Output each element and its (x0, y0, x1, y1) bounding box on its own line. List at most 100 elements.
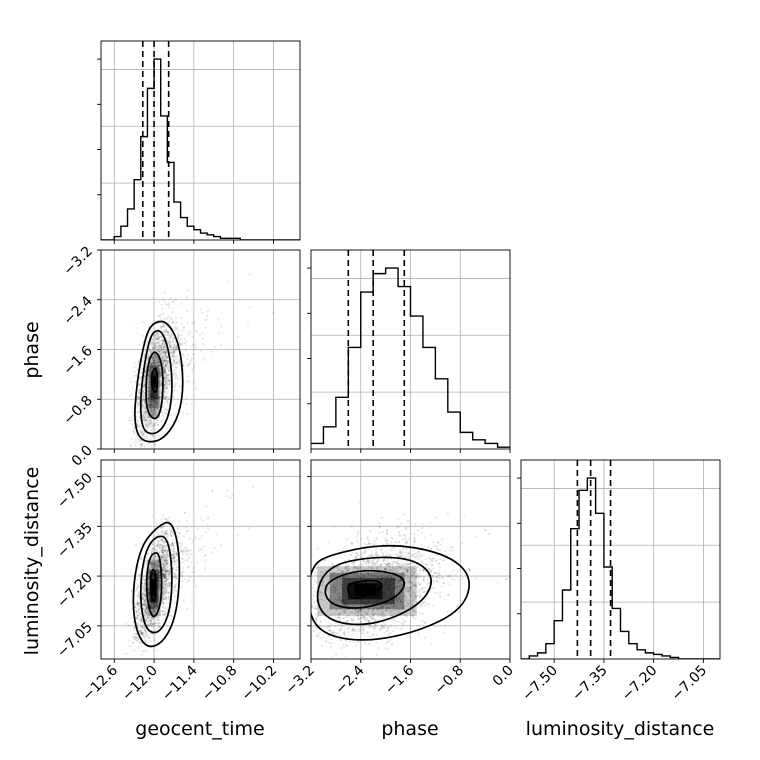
sample-point (206, 314, 209, 317)
sample-point (140, 439, 143, 442)
sample-point (166, 584, 169, 587)
sample-point (163, 584, 166, 587)
sample-point (170, 534, 173, 537)
sample-point (201, 311, 204, 314)
sample-point (153, 402, 156, 405)
sample-point (152, 401, 155, 404)
sample-point (138, 416, 141, 419)
sample-point (144, 604, 147, 607)
sample-point (172, 373, 175, 376)
sample-point (305, 609, 307, 611)
sample-point (145, 606, 148, 609)
sample-point (135, 621, 139, 624)
sample-point (157, 574, 161, 577)
sample-point (145, 435, 148, 438)
sample-point (157, 576, 160, 579)
sample-point (200, 349, 203, 352)
sample-point (163, 566, 166, 569)
sample-point (396, 586, 399, 589)
sample-point (148, 614, 151, 617)
sample-point (160, 526, 163, 529)
sample-point (172, 362, 175, 365)
sample-point (152, 548, 155, 551)
sample-point (174, 414, 177, 417)
sample-point (347, 569, 350, 572)
sample-point (158, 346, 161, 349)
sample-point (137, 610, 140, 614)
sample-point (164, 580, 167, 583)
sample-point (153, 360, 156, 363)
sample-point (151, 357, 155, 361)
sample-point (164, 365, 168, 368)
sample-point (173, 356, 176, 359)
sample-point (354, 556, 358, 559)
sample-point (158, 566, 161, 569)
sample-point (149, 409, 152, 412)
sample-point (165, 557, 168, 560)
sample-point (151, 410, 154, 413)
sample-point (163, 618, 166, 621)
sample-point (163, 371, 166, 374)
sample-point (168, 583, 171, 586)
sample-point (140, 617, 143, 621)
sample-point (125, 453, 127, 455)
sample-point (360, 552, 364, 555)
sample-point (148, 347, 151, 350)
sample-point (389, 612, 392, 615)
sample-point (161, 561, 164, 564)
sample-point (154, 638, 157, 642)
sample-point (166, 366, 169, 369)
sample-point (161, 322, 165, 325)
sample-point (194, 536, 197, 539)
sample-point (156, 555, 159, 559)
sample-point (397, 597, 401, 600)
sample-point (163, 391, 166, 394)
sample-point (210, 350, 213, 353)
sample-point (165, 379, 168, 382)
sample-point (162, 348, 165, 351)
sample-point (172, 545, 175, 548)
sample-point (164, 570, 167, 574)
sample-point (137, 614, 140, 617)
sample-point (174, 577, 177, 580)
sample-point (141, 404, 144, 407)
sample-point (158, 626, 161, 629)
sample-point (162, 415, 165, 418)
sample-point (193, 320, 196, 323)
sample-point (142, 383, 145, 386)
sample-point (150, 401, 153, 404)
sample-point (140, 619, 143, 622)
sample-point (164, 351, 167, 355)
sample-point (159, 435, 162, 438)
sample-point (427, 603, 430, 606)
sample-point (404, 588, 407, 591)
sample-point (147, 386, 150, 390)
sample-point (190, 598, 193, 602)
sample-point (154, 611, 157, 615)
sample-point (176, 577, 179, 580)
sample-point (167, 591, 170, 595)
sample-point (154, 410, 157, 413)
sample-point (402, 607, 405, 610)
sample-point (151, 361, 154, 364)
sample-point (163, 574, 166, 577)
sample-point (158, 583, 161, 586)
sample-point (173, 575, 176, 579)
sample-point (342, 609, 345, 612)
sample-point (169, 382, 172, 385)
sample-point (157, 350, 160, 353)
sample-point (263, 246, 265, 248)
sample-point (161, 355, 165, 358)
sample-point (171, 539, 174, 542)
sample-point (157, 578, 160, 581)
sample-point (159, 420, 162, 423)
sample-point (154, 400, 157, 403)
sample-point (156, 564, 159, 567)
sample-point (165, 375, 168, 378)
sample-point (143, 626, 146, 629)
sample-point (422, 576, 425, 579)
sample-point (213, 546, 216, 549)
sample-point (161, 566, 164, 569)
sample-point (156, 332, 160, 335)
sample-point (161, 343, 165, 346)
